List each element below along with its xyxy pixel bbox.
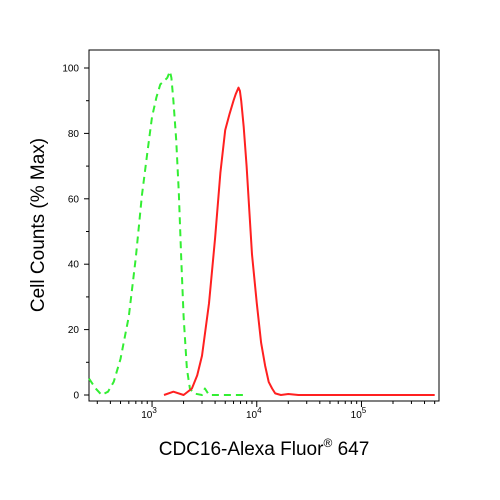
series-layer [88,70,435,396]
x-axis-title-suffix: 647 [332,439,369,460]
series-line-2 [163,86,435,396]
x-tick-label: 105 [351,406,367,421]
y-tick-label: 0 [73,391,79,402]
series-line-1 [88,70,247,396]
x-axis-title-superscript: ® [323,436,332,450]
x-axis-title: CDC16-Alexa Fluor® 647 [159,436,370,460]
x-axis: 103 104 105 [96,401,436,421]
x-axis-title-main: CDC16-Alexa Fluor [159,439,324,460]
y-tick-label: 40 [68,260,80,271]
x-tick-label: 103 [141,406,157,421]
y-tick-label: 20 [68,325,80,336]
plot-frame [88,49,440,402]
x-tick-label: 104 [246,406,262,421]
y-tick-label: 60 [68,194,80,205]
y-axis: 0 20 40 60 80 100 [62,64,89,402]
y-axis-title: Cell Counts (% Max) [28,138,49,312]
y-tick-label: 100 [62,64,79,75]
y-tick-label: 80 [68,129,80,140]
